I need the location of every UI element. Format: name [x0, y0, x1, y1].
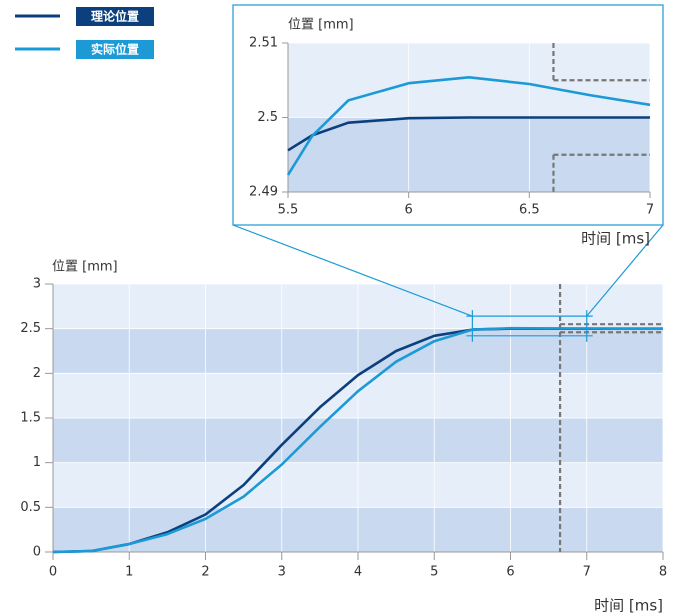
y-tick-label: 2.51 — [249, 36, 278, 51]
y-tick-label: 2 — [33, 366, 41, 381]
legend-label: 理论位置 — [91, 9, 139, 24]
x-tick-label: 6.5 — [519, 203, 540, 218]
x-tick-label: 1 — [125, 565, 133, 580]
y-axis-label: 位置 [mm] — [288, 18, 354, 33]
legend-box — [76, 40, 154, 59]
y-tick-label: 0.5 — [20, 500, 41, 515]
legend-label: 实际位置 — [91, 42, 139, 57]
zoom-connector — [232, 224, 473, 317]
x-tick-label: 4 — [354, 565, 362, 580]
y-axis-label: 位置 [mm] — [52, 260, 118, 275]
legend-box — [76, 7, 154, 26]
x-tick-label: 3 — [278, 565, 286, 580]
x-tick-label: 5 — [430, 565, 438, 580]
x-tick-label: 6 — [405, 203, 413, 218]
x-axis-label: 时间 [ms] — [581, 230, 650, 248]
x-tick-label: 8 — [659, 565, 667, 580]
x-tick-label: 2 — [201, 565, 209, 580]
x-tick-label: 6 — [506, 565, 514, 580]
y-tick-label: 1 — [33, 455, 41, 470]
series-line — [287, 116, 650, 152]
x-tick-label: 0 — [49, 565, 57, 580]
series-line — [52, 326, 663, 554]
y-tick-label: 0 — [33, 545, 41, 560]
y-tick-label: 2.49 — [249, 185, 278, 200]
x-tick-label: 5.5 — [278, 203, 299, 218]
x-tick-label: 7 — [583, 565, 591, 580]
x-axis-label: 时间 [ms] — [594, 597, 663, 615]
y-tick-label: 2.5 — [257, 110, 278, 125]
y-tick-label: 2.5 — [20, 321, 41, 336]
zoom-connector — [586, 224, 664, 317]
y-tick-label: 1.5 — [20, 411, 41, 426]
y-tick-label: 3 — [33, 277, 41, 292]
series-line — [286, 76, 651, 176]
x-tick-label: 7 — [646, 203, 654, 218]
